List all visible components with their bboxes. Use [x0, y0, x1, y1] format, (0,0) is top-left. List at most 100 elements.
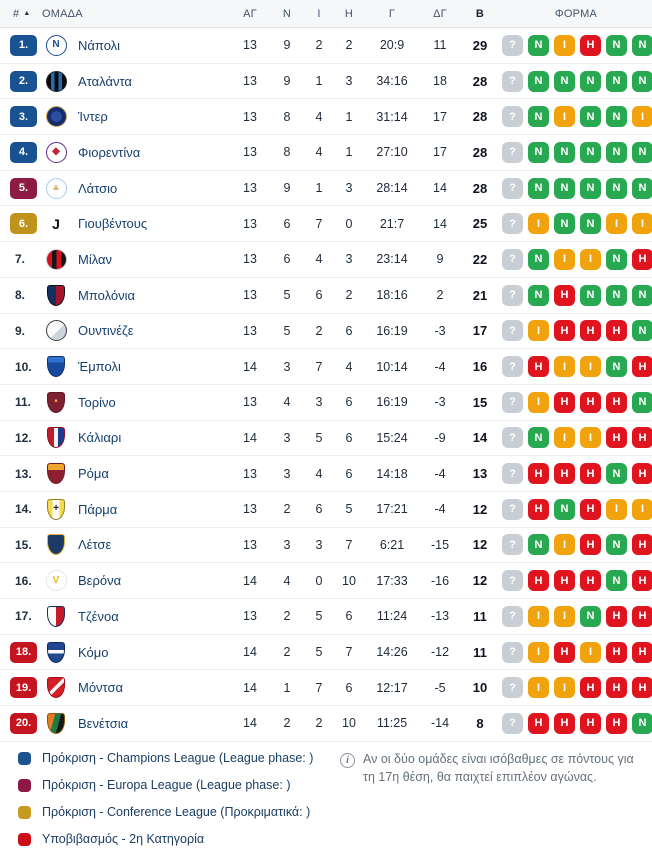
form-result-icon[interactable]: Η: [554, 320, 575, 342]
form-unknown-icon[interactable]: ?: [502, 320, 523, 342]
form-result-icon[interactable]: Ι: [554, 427, 575, 449]
form-result-icon[interactable]: Ν: [632, 177, 652, 199]
form-unknown-icon[interactable]: ?: [502, 677, 523, 699]
form-unknown-icon[interactable]: ?: [502, 534, 523, 556]
form-result-icon[interactable]: Ν: [606, 248, 627, 270]
form-result-icon[interactable]: Ι: [528, 641, 549, 663]
form-result-icon[interactable]: Ν: [528, 34, 549, 56]
form-result-icon[interactable]: Ν: [580, 177, 601, 199]
form-result-icon[interactable]: Ν: [632, 34, 652, 56]
form-result-icon[interactable]: Ι: [632, 106, 652, 128]
form-result-icon[interactable]: Η: [580, 712, 601, 734]
form-result-icon[interactable]: Ν: [528, 106, 549, 128]
team-name[interactable]: Τορίνο: [78, 394, 116, 410]
form-result-icon[interactable]: Η: [580, 570, 601, 592]
table-row[interactable]: 15. Λέτσε 13 3 3 7 6:21 -15 12? Ν Ι Η Ν Η: [0, 527, 652, 564]
form-result-icon[interactable]: Ι: [554, 677, 575, 699]
form-unknown-icon[interactable]: ?: [502, 391, 523, 413]
team-name[interactable]: Νάπολι: [78, 37, 121, 53]
form-result-icon[interactable]: Η: [606, 677, 627, 699]
form-result-icon[interactable]: Ι: [528, 677, 549, 699]
form-result-icon[interactable]: Ν: [580, 141, 601, 163]
team-name[interactable]: Αταλάντα: [78, 73, 132, 89]
form-unknown-icon[interactable]: ?: [502, 284, 523, 306]
table-row[interactable]: 17. Τζένοα 13 2 5 6 11:24 -13 11? Ι Ι Ν Η Η: [0, 599, 652, 635]
form-result-icon[interactable]: Ν: [580, 605, 601, 627]
form-result-icon[interactable]: Η: [580, 463, 601, 485]
form-result-icon[interactable]: Η: [606, 427, 627, 449]
form-result-icon[interactable]: Ν: [554, 70, 575, 92]
form-result-icon[interactable]: Ι: [606, 213, 627, 235]
form-result-icon[interactable]: Ν: [632, 284, 652, 306]
form-result-icon[interactable]: Η: [606, 320, 627, 342]
form-result-icon[interactable]: Ν: [606, 284, 627, 306]
form-result-icon[interactable]: Ν: [606, 534, 627, 556]
form-result-icon[interactable]: Ν: [606, 570, 627, 592]
form-result-icon[interactable]: Η: [554, 463, 575, 485]
form-result-icon[interactable]: Ν: [606, 177, 627, 199]
form-result-icon[interactable]: Η: [606, 391, 627, 413]
form-result-icon[interactable]: Ν: [528, 284, 549, 306]
form-result-icon[interactable]: Ι: [606, 498, 627, 520]
form-result-icon[interactable]: Ν: [528, 534, 549, 556]
form-result-icon[interactable]: Ι: [528, 605, 549, 627]
form-result-icon[interactable]: Ι: [528, 391, 549, 413]
form-result-icon[interactable]: Ν: [606, 34, 627, 56]
form-unknown-icon[interactable]: ?: [502, 213, 523, 235]
form-result-icon[interactable]: Ν: [528, 177, 549, 199]
form-result-icon[interactable]: Η: [606, 712, 627, 734]
form-result-icon[interactable]: Ι: [554, 34, 575, 56]
form-result-icon[interactable]: Ν: [632, 391, 652, 413]
table-row[interactable]: 11. ▪ Τορίνο 13 4 3 6 16:19 -3 15? Ι Η Η Η Ν: [0, 384, 652, 421]
form-result-icon[interactable]: Η: [528, 498, 549, 520]
form-result-icon[interactable]: Η: [554, 284, 575, 306]
form-result-icon[interactable]: Ν: [528, 70, 549, 92]
team-name[interactable]: Ουντινέζε: [78, 323, 134, 339]
form-result-icon[interactable]: Ν: [580, 284, 601, 306]
table-row[interactable]: 7. Μίλαν 13 6 4 3 23:14 9 22? Ν Ι Ι Ν Η: [0, 242, 652, 278]
table-row[interactable]: 8. Μπολόνια 13 5 6 2 18:16 2 21? Ν Η Ν Ν Ν: [0, 277, 652, 314]
rank-header[interactable]: # ▲: [0, 8, 40, 20]
form-result-icon[interactable]: Ι: [554, 248, 575, 270]
form-result-icon[interactable]: Ν: [632, 141, 652, 163]
form-unknown-icon[interactable]: ?: [502, 641, 523, 663]
team-name[interactable]: Φιορεντίνα: [78, 144, 141, 160]
form-result-icon[interactable]: Η: [580, 391, 601, 413]
form-result-icon[interactable]: Η: [580, 34, 601, 56]
team-name[interactable]: Κάλιαρι: [78, 430, 122, 446]
form-result-icon[interactable]: Ν: [554, 498, 575, 520]
form-unknown-icon[interactable]: ?: [502, 463, 523, 485]
table-row[interactable]: 2. Αταλάντα 13 9 1 3 34:16 18 28? Ν Ν Ν Ν Ν: [0, 63, 652, 100]
form-result-icon[interactable]: Η: [632, 641, 652, 663]
form-result-icon[interactable]: Ν: [528, 427, 549, 449]
form-result-icon[interactable]: Η: [554, 391, 575, 413]
form-result-icon[interactable]: Η: [632, 570, 652, 592]
table-row[interactable]: 5. ▲ Λάτσιο 13 9 1 3 28:14 14 28? Ν Ν Ν Ν Ν: [0, 170, 652, 207]
team-name[interactable]: Έμπολι: [78, 359, 121, 375]
form-unknown-icon[interactable]: ?: [502, 248, 523, 270]
form-result-icon[interactable]: Η: [580, 498, 601, 520]
form-result-icon[interactable]: Ν: [554, 213, 575, 235]
form-result-icon[interactable]: Η: [632, 677, 652, 699]
form-result-icon[interactable]: Ι: [580, 248, 601, 270]
team-name[interactable]: Ρόμα: [78, 466, 109, 482]
table-row[interactable]: 3. Ίντερ 13 8 4 1 31:14 17 28? Ν Ι Ν Ν Ι: [0, 99, 652, 136]
form-result-icon[interactable]: Ν: [580, 70, 601, 92]
form-result-icon[interactable]: Η: [554, 712, 575, 734]
form-result-icon[interactable]: Ι: [580, 641, 601, 663]
form-result-icon[interactable]: Η: [580, 677, 601, 699]
form-unknown-icon[interactable]: ?: [502, 356, 523, 378]
form-unknown-icon[interactable]: ?: [502, 498, 523, 520]
form-result-icon[interactable]: Ι: [554, 356, 575, 378]
form-result-icon[interactable]: Η: [528, 570, 549, 592]
form-result-icon[interactable]: Η: [580, 534, 601, 556]
form-result-icon[interactable]: Η: [632, 605, 652, 627]
team-name[interactable]: Γιουβέντους: [78, 216, 148, 232]
form-result-icon[interactable]: Η: [528, 712, 549, 734]
team-name[interactable]: Λέτσε: [78, 537, 112, 553]
form-result-icon[interactable]: Η: [554, 570, 575, 592]
table-row[interactable]: 13. Ρόμα 13 3 4 6 14:18 -4 13? Η Η Η Ν Η: [0, 456, 652, 492]
team-name[interactable]: Μόντσα: [78, 680, 124, 696]
form-result-icon[interactable]: Ι: [554, 534, 575, 556]
team-name[interactable]: Μίλαν: [78, 251, 113, 267]
